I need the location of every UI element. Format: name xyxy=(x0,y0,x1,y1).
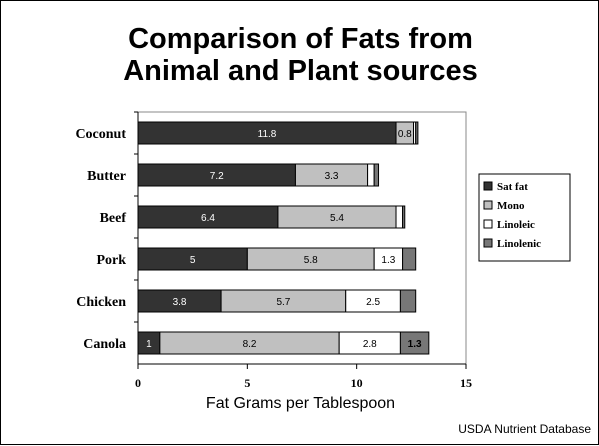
data-label: 2.8 xyxy=(363,339,377,350)
x-tick-label: 10 xyxy=(351,376,363,390)
plot-frame xyxy=(137,111,467,365)
bar-segment-linolenic xyxy=(399,331,430,355)
legend: Sat fat Mono Linoleic Linolenic xyxy=(478,173,571,262)
legend-label: Mono xyxy=(497,200,525,212)
category-label: Butter xyxy=(87,169,126,184)
bar-segment-linolenic xyxy=(415,121,419,145)
x-tick-label: 5 xyxy=(244,376,250,390)
data-label: 1.3 xyxy=(381,255,395,266)
data-label: 7.2 xyxy=(210,171,224,182)
category-label: Coconut xyxy=(75,127,126,142)
category-label: Chicken xyxy=(76,295,126,310)
bar-segment-linolenic xyxy=(402,247,417,271)
legend-label: Linoleic xyxy=(497,219,535,231)
x-axis-title: Fat Grams per Tablespoon xyxy=(205,395,396,412)
source-note: USDA Nutrient Database xyxy=(458,422,591,436)
data-label: 5.8 xyxy=(304,255,318,266)
bar-segment-linoleic xyxy=(367,163,375,187)
data-label: 1.3 xyxy=(408,339,422,350)
legend-swatch xyxy=(483,200,493,210)
chart-title: Comparison of Fats from Animal and Plant… xyxy=(1,23,599,87)
data-label: 2.5 xyxy=(366,297,380,308)
legend-box xyxy=(478,173,571,262)
data-label: 5.7 xyxy=(276,297,290,308)
legend-swatch xyxy=(483,181,493,191)
bar-segment-linoleic xyxy=(395,205,404,229)
data-label: 3.8 xyxy=(173,297,187,308)
data-label: 1 xyxy=(146,339,152,350)
chart-title-line-1: Comparison of Fats from xyxy=(128,23,473,55)
data-label: 5.4 xyxy=(330,213,344,224)
legend-label: Linolenic xyxy=(497,238,541,250)
bar-segment-linolenic xyxy=(373,163,380,187)
data-label: 5 xyxy=(190,255,196,266)
chart-title-line-2: Animal and Plant sources xyxy=(123,55,478,87)
legend-swatch xyxy=(483,238,493,248)
legend-swatch xyxy=(483,219,493,229)
x-tick-label: 15 xyxy=(460,376,472,390)
data-label: 0.8 xyxy=(398,129,412,140)
data-label: 11.8 xyxy=(258,129,277,140)
category-label: Canola xyxy=(83,337,126,352)
data-label: 8.2 xyxy=(243,339,257,350)
data-label: 3.3 xyxy=(325,171,339,182)
x-tick-label: 0 xyxy=(135,376,141,390)
bar-segment-linolenic xyxy=(402,205,406,229)
category-label: Pork xyxy=(96,253,126,268)
legend-label: Sat fat xyxy=(497,181,528,193)
category-label: Beef xyxy=(100,211,127,226)
data-label: 6.4 xyxy=(201,213,215,224)
bar-segment-linolenic xyxy=(399,289,417,313)
